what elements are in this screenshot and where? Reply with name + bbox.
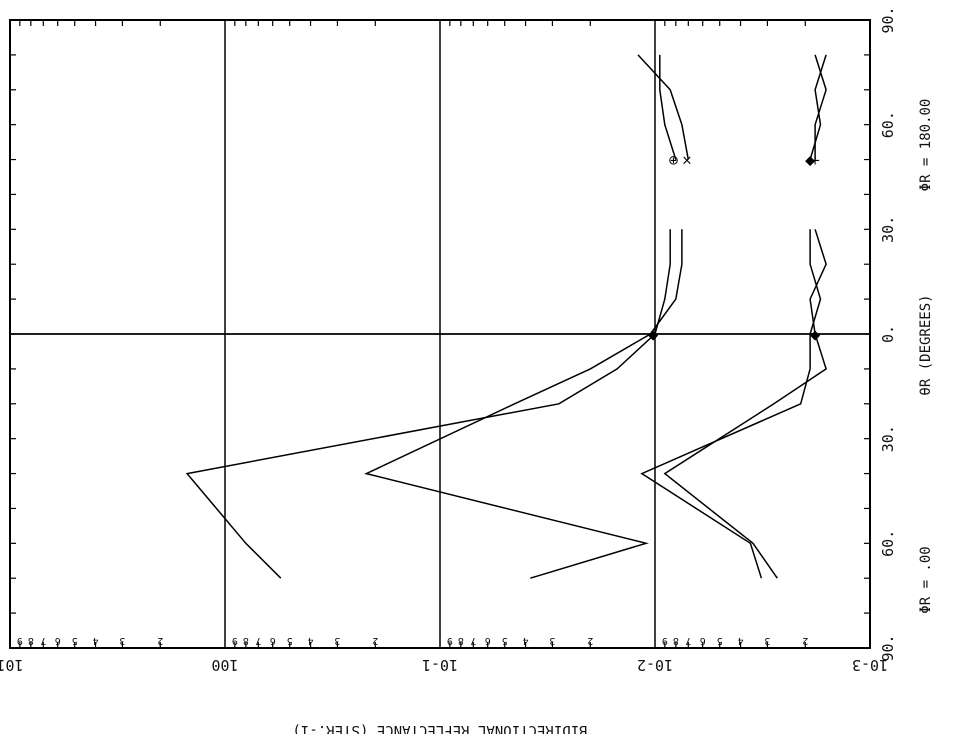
minor-tick-label: 4 bbox=[738, 635, 744, 646]
x-tick-label: 30. bbox=[879, 216, 897, 243]
series-line-4 bbox=[665, 229, 826, 578]
data-marker: × bbox=[682, 154, 693, 169]
x-tick-label: 90. bbox=[879, 6, 897, 33]
phi-right-label: ΦR = 180.00 bbox=[918, 99, 934, 192]
data-marker: ◆ bbox=[648, 328, 658, 343]
series-line-2 bbox=[366, 229, 682, 578]
data-marker: + bbox=[810, 154, 821, 169]
minor-tick-label: 7 bbox=[685, 635, 691, 646]
minor-tick-label: 8 bbox=[243, 635, 249, 646]
minor-tick-label: 3 bbox=[334, 635, 340, 646]
x-tick-label: 0. bbox=[879, 325, 897, 343]
y-tick-label: 10-2 bbox=[637, 656, 673, 674]
minor-tick-label: 2 bbox=[372, 635, 378, 646]
x-axis-label: θR (DEGREES) bbox=[918, 294, 934, 395]
minor-tick-label: 3 bbox=[764, 635, 770, 646]
data-marker: ⊕ bbox=[668, 154, 679, 169]
y-tick-label: 10-1 bbox=[422, 656, 458, 674]
y-tick-label: 100 bbox=[211, 656, 238, 674]
minor-tick-label: 8 bbox=[458, 635, 464, 646]
x-tick-label: 30. bbox=[879, 425, 897, 452]
minor-tick-label: 5 bbox=[717, 635, 723, 646]
minor-tick-label: 7 bbox=[470, 635, 476, 646]
x-tick-label: 60. bbox=[879, 530, 897, 557]
y-axis-label: BIDIRECTIONAL REFLECTANCE (STER.-1) bbox=[292, 722, 587, 734]
minor-tick-label: 2 bbox=[157, 635, 163, 646]
minor-tick-label: 3 bbox=[119, 635, 125, 646]
minor-tick-label: 9 bbox=[662, 635, 668, 646]
x-tick-label: 60. bbox=[879, 111, 897, 138]
gridlines bbox=[10, 20, 870, 648]
minor-tick-label: 9 bbox=[232, 635, 238, 646]
minor-tick-label: 3 bbox=[549, 635, 555, 646]
y-tick-label: 10-3 bbox=[852, 656, 888, 674]
minor-tick-label: 2 bbox=[802, 635, 808, 646]
minor-tick-label: 9 bbox=[447, 635, 453, 646]
minor-tick-label: 5 bbox=[287, 635, 293, 646]
minor-tick-label: 4 bbox=[308, 635, 314, 646]
minor-tick-label: 5 bbox=[502, 635, 508, 646]
markers-layer: ⊕ × ◆+◆ ◆ bbox=[648, 154, 820, 343]
minor-tick-label: 6 bbox=[485, 635, 491, 646]
series-line-7 bbox=[810, 55, 826, 160]
minor-tick-label: 7 bbox=[255, 635, 261, 646]
minor-tick-label: 7 bbox=[40, 635, 46, 646]
minor-tick-label: 2 bbox=[587, 635, 593, 646]
minor-tick-label: 9 bbox=[17, 635, 23, 646]
labels-layer: 90.60.30.0.30.60.90.10-310-210-110010123… bbox=[0, 6, 897, 674]
series-line-8 bbox=[815, 55, 826, 160]
minor-tick-label: 5 bbox=[72, 635, 78, 646]
minor-tick-label: 6 bbox=[700, 635, 706, 646]
minor-tick-label: 8 bbox=[673, 635, 679, 646]
data-marker: ◆ bbox=[810, 328, 820, 343]
minor-tick-label: 4 bbox=[93, 635, 99, 646]
series-layer bbox=[187, 55, 826, 578]
series-line-6 bbox=[638, 55, 688, 160]
phi-left-label: ΦR = .00 bbox=[918, 546, 934, 613]
minor-tick-label: 6 bbox=[55, 635, 61, 646]
minor-tick-label: 6 bbox=[270, 635, 276, 646]
series-line-1 bbox=[187, 229, 670, 578]
series-line-5 bbox=[660, 55, 676, 160]
minor-tick-label: 4 bbox=[523, 635, 529, 646]
minor-tick-label: 8 bbox=[28, 635, 34, 646]
y-tick-label: 101 bbox=[0, 656, 24, 674]
